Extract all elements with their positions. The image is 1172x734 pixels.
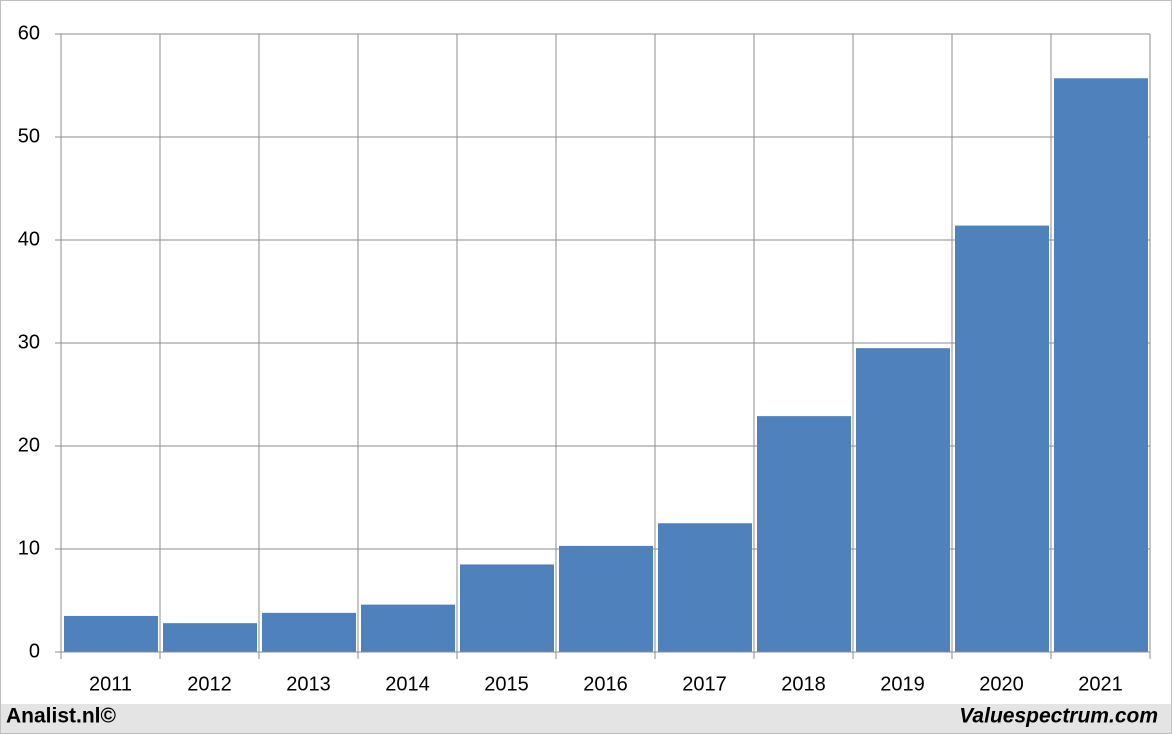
x-tick-label: 2021: [1078, 673, 1123, 695]
bar: [559, 545, 653, 652]
x-tick-label: 2012: [187, 673, 232, 695]
y-tick-label: 20: [18, 434, 40, 456]
x-tick-label: 2017: [682, 673, 727, 695]
x-tick-label: 2015: [484, 673, 529, 695]
bar: [262, 612, 356, 652]
y-tick-label: 30: [18, 331, 40, 353]
y-tick-label: 60: [18, 22, 40, 44]
bar: [658, 523, 752, 652]
bar: [64, 615, 158, 652]
x-tick-label: 2014: [385, 673, 430, 695]
y-tick-label: 10: [18, 537, 40, 559]
bar: [856, 348, 950, 652]
y-tick-label: 0: [29, 640, 40, 662]
bar: [757, 416, 851, 652]
bar: [163, 623, 257, 652]
bar: [1054, 78, 1148, 653]
x-tick-label: 2018: [781, 673, 826, 695]
x-tick-label: 2019: [880, 673, 925, 695]
x-tick-label: 2013: [286, 673, 331, 695]
bar: [460, 564, 554, 652]
x-tick-label: 2016: [583, 673, 628, 695]
bar: [361, 604, 455, 652]
y-tick-label: 40: [18, 228, 40, 250]
x-tick-label: 2020: [979, 673, 1024, 695]
footer-band: [1, 704, 1171, 733]
footer-right: Valuespectrum.com: [959, 705, 1158, 728]
y-tick-label: 50: [18, 125, 40, 147]
x-tick-label: 2011: [89, 673, 132, 695]
bar: [955, 225, 1049, 652]
footer-left: Analist.nl©: [6, 705, 117, 728]
